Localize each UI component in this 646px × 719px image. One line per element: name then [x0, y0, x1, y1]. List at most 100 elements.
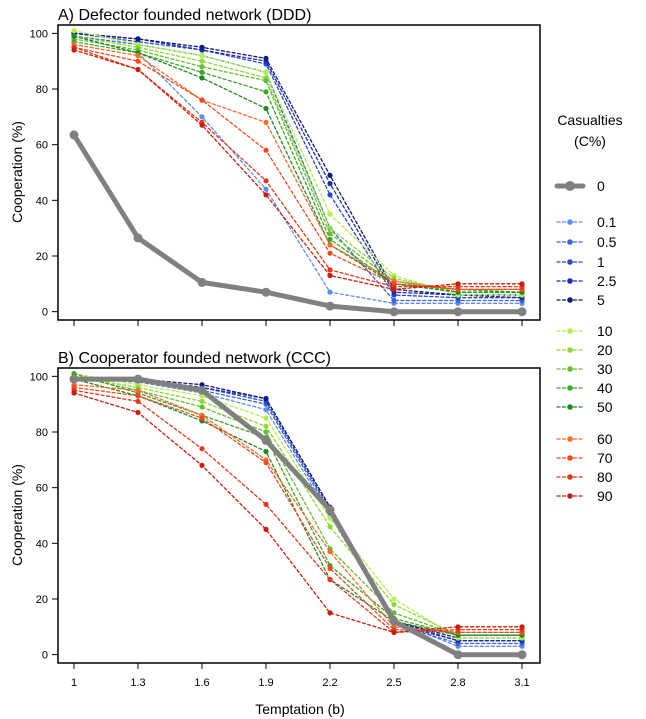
- legend: Casualties (C%) 0 0.1 0.5 1 2.5 5 10 20 30 40 50 60…: [554, 112, 623, 504]
- data-point: [389, 307, 399, 317]
- series-line: [73, 41, 523, 293]
- series-line: [73, 32, 523, 296]
- data-point: [135, 53, 141, 59]
- legend-swatch-marker: [567, 259, 573, 265]
- series-line: [73, 378, 523, 642]
- legend-label: 0: [597, 178, 605, 194]
- data-point: [519, 624, 525, 630]
- series-60: [71, 382, 525, 636]
- series-0_1: [71, 33, 525, 306]
- legend-item-2_5: 2.5: [556, 273, 617, 289]
- data-point: [135, 66, 141, 73]
- y-tick-label: 0: [42, 307, 48, 319]
- series-line: [73, 378, 523, 647]
- x-tick-label: 1: [71, 677, 77, 689]
- legend-item-30: 30: [556, 361, 613, 377]
- data-point: [389, 616, 399, 626]
- data-point: [517, 650, 527, 660]
- panel-b-ylabel: Cooperation (%): [9, 464, 25, 566]
- legend-label: 2.5: [597, 273, 617, 289]
- legend-item-80: 80: [556, 469, 613, 485]
- legend-item-70: 70: [556, 450, 613, 466]
- legend-label: 0.1: [597, 214, 617, 230]
- panel-b-x-axis: 1 1.3 1.6 1.9 2.2 2.5 2.8 3.1: [71, 663, 530, 689]
- y-tick-label: 80: [36, 427, 48, 439]
- data-point: [263, 501, 269, 507]
- data-point: [325, 505, 335, 515]
- series-5: [71, 376, 525, 641]
- x-tick-label: 1.6: [194, 677, 209, 689]
- x-tick-label: 3.1: [514, 677, 529, 689]
- legend-swatch-marker: [567, 493, 573, 499]
- panel-b: B) Cooperator founded network (CCC) Coop…: [9, 350, 541, 717]
- data-point: [71, 28, 77, 34]
- legend-title-line1: Casualties: [557, 112, 622, 128]
- legend-swatch-marker: [565, 181, 575, 191]
- data-point: [263, 192, 269, 198]
- data-point: [199, 58, 205, 64]
- data-point: [327, 172, 333, 178]
- series-50: [71, 376, 525, 638]
- data-point: [71, 47, 77, 53]
- series-0: [69, 130, 527, 317]
- legend-label: 90: [597, 488, 613, 504]
- panel-a-y-axis: 0 20 40 60 80 100: [30, 28, 58, 319]
- series-line: [73, 46, 523, 291]
- data-point: [263, 119, 269, 125]
- data-point: [327, 289, 333, 295]
- legend-label: 70: [597, 450, 613, 466]
- legend-item-60: 60: [556, 431, 613, 447]
- panel-a-ylabel: Cooperation (%): [9, 121, 25, 223]
- data-point: [391, 297, 397, 304]
- data-point: [327, 549, 333, 555]
- series-80: [71, 387, 525, 636]
- legend-item-0_1: 0.1: [556, 214, 617, 230]
- panel-b-title: B) Cooperator founded network (CCC): [58, 350, 331, 367]
- data-point: [263, 147, 269, 153]
- data-point: [263, 526, 269, 533]
- x-tick-label: 1.3: [130, 677, 145, 689]
- series-line: [73, 372, 523, 636]
- x-tick-label: 2.5: [386, 677, 401, 689]
- panel-a: A) Defector founded network (DDD) Cooper…: [9, 7, 541, 326]
- data-point: [327, 524, 333, 530]
- data-point: [263, 78, 269, 84]
- data-point: [391, 286, 397, 292]
- data-point: [199, 53, 205, 59]
- data-point: [69, 130, 79, 140]
- legend-label: 5: [597, 292, 605, 308]
- series-line: [73, 29, 523, 296]
- legend-item-1: 1: [556, 254, 605, 270]
- data-point: [263, 460, 269, 466]
- data-point: [453, 307, 463, 317]
- series-line: [73, 384, 523, 634]
- data-point: [263, 429, 269, 435]
- legend-label: 60: [597, 431, 613, 447]
- data-point: [133, 233, 143, 243]
- data-point: [199, 75, 205, 81]
- series-0: [69, 374, 527, 660]
- legend-swatch-marker: [567, 474, 573, 480]
- panel-b-frame: [57, 367, 541, 664]
- legend-item-0: 0: [554, 178, 605, 194]
- data-point: [71, 33, 77, 39]
- data-point: [261, 287, 271, 297]
- panel-a-series: [69, 28, 527, 317]
- panel-b-y-axis: 0 20 40 60 80 100: [30, 371, 58, 662]
- data-point: [327, 181, 333, 187]
- data-point: [135, 398, 141, 404]
- data-point: [69, 374, 79, 384]
- legend-swatch-marker: [567, 385, 573, 391]
- legend-swatch-marker: [567, 239, 573, 245]
- data-point: [327, 267, 333, 273]
- series-line: [73, 378, 523, 639]
- data-point: [391, 596, 397, 602]
- data-point: [135, 387, 141, 393]
- data-point: [199, 122, 205, 128]
- legend-item-10: 10: [556, 323, 613, 339]
- y-tick-label: 20: [36, 251, 48, 263]
- legend-swatch-marker: [567, 278, 573, 284]
- series-line: [73, 35, 523, 304]
- y-tick-label: 100: [30, 371, 48, 383]
- data-point: [327, 211, 333, 217]
